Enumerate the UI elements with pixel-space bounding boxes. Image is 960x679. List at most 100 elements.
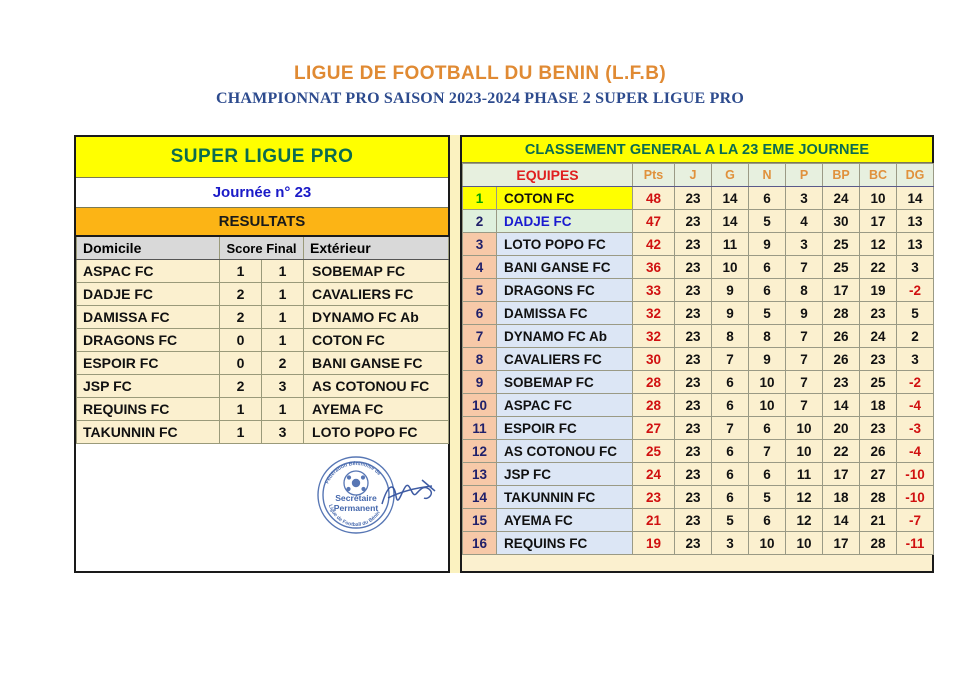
- standings-bp: 24: [822, 186, 860, 210]
- standings-p: 7: [785, 255, 823, 279]
- standings-bp: 26: [822, 324, 860, 348]
- standings-dg: 5: [896, 301, 934, 325]
- standings-rank: 1: [462, 186, 497, 210]
- standings-n: 5: [748, 301, 786, 325]
- standings-j: 23: [674, 209, 712, 233]
- standings-bc: 28: [859, 531, 897, 555]
- standings-g: 9: [711, 278, 749, 302]
- standings-bp: 28: [822, 301, 860, 325]
- standings-p: 8: [785, 278, 823, 302]
- result-away-team: COTON FC: [303, 328, 450, 352]
- result-away-team: AS COTONOU FC: [303, 374, 450, 398]
- standings-n: 7: [748, 439, 786, 463]
- standings-team-name: SOBEMAP FC: [496, 370, 633, 394]
- standings-row: 8 CAVALIERS FC 30 23 7 9 7 26 23 3: [462, 347, 934, 371]
- standings-rank: 16: [462, 531, 497, 555]
- standings-dg: -11: [896, 531, 934, 555]
- standings-p: 3: [785, 232, 823, 256]
- standings-g: 7: [711, 416, 749, 440]
- standings-row: 11 ESPOIR FC 27 23 7 6 10 20 23 -3: [462, 416, 934, 440]
- standings-row: 5 DRAGONS FC 33 23 9 6 8 17 19 -2: [462, 278, 934, 302]
- standings-rank: 6: [462, 301, 497, 325]
- standings-dg: -3: [896, 416, 934, 440]
- result-away-score: 1: [260, 328, 305, 352]
- result-home-team: JSP FC: [76, 374, 220, 398]
- standings-points: 32: [632, 301, 675, 325]
- standings-dg: -10: [896, 462, 934, 486]
- standings-g: 6: [711, 439, 749, 463]
- result-row: TAKUNNIN FC 1 3 LOTO POPO FC: [76, 420, 450, 444]
- standings-panel: CLASSEMENT GENERAL A LA 23 EME JOURNEE E…: [460, 135, 934, 573]
- standings-team-name: JSP FC: [496, 462, 633, 486]
- standings-points: 48: [632, 186, 675, 210]
- standings-bc: 12: [859, 232, 897, 256]
- column-header-score-final: Score Final: [218, 237, 305, 260]
- standings-rank: 13: [462, 462, 497, 486]
- standings-team-name: REQUINS FC: [496, 531, 633, 555]
- result-away-score: 1: [260, 259, 305, 283]
- standings-g: 6: [711, 393, 749, 417]
- standings-bc: 25: [859, 370, 897, 394]
- stamp-line2: Permanent: [334, 503, 379, 513]
- standings-n: 6: [748, 462, 786, 486]
- standings-bc: 24: [859, 324, 897, 348]
- result-away-score: 1: [260, 305, 305, 329]
- standings-points: 25: [632, 439, 675, 463]
- standings-bc: 18: [859, 393, 897, 417]
- column-header-dg: DG: [896, 163, 934, 187]
- standings-p: 12: [785, 508, 823, 532]
- standings-rank: 14: [462, 485, 497, 509]
- standings-points: 28: [632, 393, 675, 417]
- standings-team-name: DRAGONS FC: [496, 278, 633, 302]
- result-away-team: LOTO POPO FC: [303, 420, 450, 444]
- standings-j: 23: [674, 255, 712, 279]
- result-away-score: 1: [260, 282, 305, 306]
- result-home-team: ASPAC FC: [76, 259, 220, 283]
- standings-dg: -10: [896, 485, 934, 509]
- standings-bp: 22: [822, 439, 860, 463]
- column-header-n: N: [748, 163, 786, 187]
- standings-bp: 26: [822, 347, 860, 371]
- standings-header-row: EQUIPES Pts J G N P BP BC DG: [462, 163, 934, 187]
- standings-team-name: ASPAC FC: [496, 393, 633, 417]
- standings-team-name: DADJE FC: [496, 209, 633, 233]
- standings-bp: 25: [822, 232, 860, 256]
- result-row: REQUINS FC 1 1 AYEMA FC: [76, 397, 450, 421]
- championship-subtitle: CHAMPIONNAT PRO SAISON 2023-2024 PHASE 2…: [216, 89, 744, 107]
- standings-points: 23: [632, 485, 675, 509]
- standings-dg: 2: [896, 324, 934, 348]
- standings-j: 23: [674, 186, 712, 210]
- results-and-standings-sheet: SUPER LIGUE PRO Journée n° 23 RESULTATS …: [74, 135, 934, 573]
- result-home-team: DRAGONS FC: [76, 328, 220, 352]
- standings-team-name: CAVALIERS FC: [496, 347, 633, 371]
- standings-bc: 23: [859, 347, 897, 371]
- standings-bp: 23: [822, 370, 860, 394]
- standings-g: 9: [711, 301, 749, 325]
- standings-table: EQUIPES Pts J G N P BP BC DG 1 COTON FC 48 23 14 6 3 24…: [462, 163, 934, 555]
- standings-bp: 17: [822, 462, 860, 486]
- standings-rank: 12: [462, 439, 497, 463]
- standings-points: 30: [632, 347, 675, 371]
- result-home-team: ESPOIR FC: [76, 351, 220, 375]
- result-away-score: 1: [260, 397, 305, 421]
- result-away-team: BANI GANSE FC: [303, 351, 450, 375]
- result-home-team: REQUINS FC: [76, 397, 220, 421]
- standings-row: 4 BANI GANSE FC 36 23 10 6 7 25 22 3: [462, 255, 934, 279]
- standings-points: 32: [632, 324, 675, 348]
- standings-j: 23: [674, 393, 712, 417]
- standings-g: 6: [711, 485, 749, 509]
- column-header-bc: BC: [859, 163, 897, 187]
- standings-n: 6: [748, 278, 786, 302]
- result-away-score: 2: [260, 351, 305, 375]
- result-away-team: CAVALIERS FC: [303, 282, 450, 306]
- standings-row: 12 AS COTONOU FC 25 23 6 7 10 22 26 -4: [462, 439, 934, 463]
- standings-points: 33: [632, 278, 675, 302]
- result-row: DRAGONS FC 0 1 COTON FC: [76, 328, 450, 352]
- standings-p: 7: [785, 370, 823, 394]
- standings-team-name: DYNAMO FC Ab: [496, 324, 633, 348]
- standings-p: 7: [785, 347, 823, 371]
- document-title-block: LIGUE DE FOOTBALL DU BENIN (L.F.B) CHAMP…: [0, 0, 960, 108]
- results-panel: SUPER LIGUE PRO Journée n° 23 RESULTATS …: [74, 135, 450, 573]
- standings-j: 23: [674, 531, 712, 555]
- column-header-bp: BP: [822, 163, 860, 187]
